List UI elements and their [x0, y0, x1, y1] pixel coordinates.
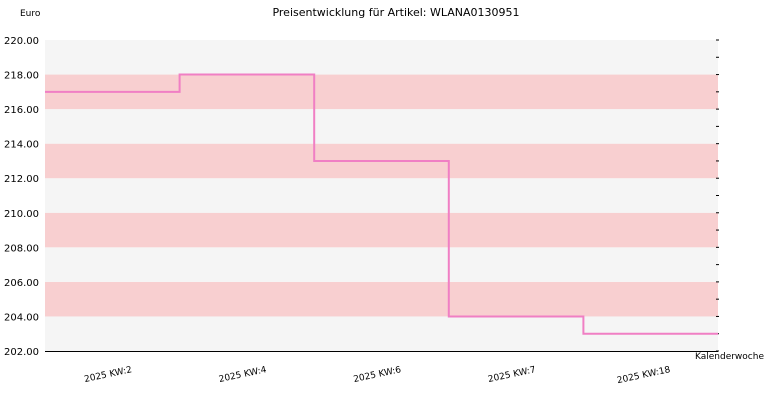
- x-tick-label: 2025 KW:6: [353, 365, 403, 385]
- y-axis-label: Euro: [20, 9, 41, 19]
- y-tick-label: 208.00: [4, 243, 39, 254]
- x-tick-label: 2025 KW:2: [83, 365, 133, 385]
- y-tick-label: 214.00: [4, 140, 39, 151]
- y-tick-label: 206.00: [4, 278, 39, 289]
- chart-title: Preisentwicklung für Artikel: WLANA01309…: [272, 6, 519, 19]
- y-tick-label: 220.00: [4, 36, 39, 47]
- background-bands: [45, 40, 718, 351]
- y-tick-label: 210.00: [4, 209, 39, 220]
- background-band: [45, 40, 718, 75]
- background-band: [45, 281, 718, 317]
- x-tick-labels: 2025 KW:2 2025 KW:4 2025 KW:6 2025 KW:7 2025…: [83, 365, 671, 386]
- background-band: [45, 212, 718, 248]
- x-tick-label: 2025 KW:7: [487, 365, 537, 385]
- y-tick-label: 216.00: [4, 105, 39, 116]
- x-tick-label: 2025 KW:18: [616, 365, 671, 386]
- price-series-line: [45, 73, 718, 335]
- y-tick-label: 202.00: [4, 347, 39, 358]
- y-tick-label: 218.00: [4, 71, 39, 82]
- y-tick-label: 212.00: [4, 174, 39, 185]
- background-band: [45, 247, 718, 282]
- y-tick-labels: 202.00 204.00 206.00 208.00 210.00 212.00 214.…: [4, 36, 39, 358]
- background-band: [45, 178, 718, 213]
- y-tick-label: 204.00: [4, 312, 39, 323]
- x-axis-label: Kalenderwoche: [695, 352, 764, 362]
- x-tick-label: 2025 KW:4: [218, 365, 268, 385]
- background-band: [45, 109, 718, 144]
